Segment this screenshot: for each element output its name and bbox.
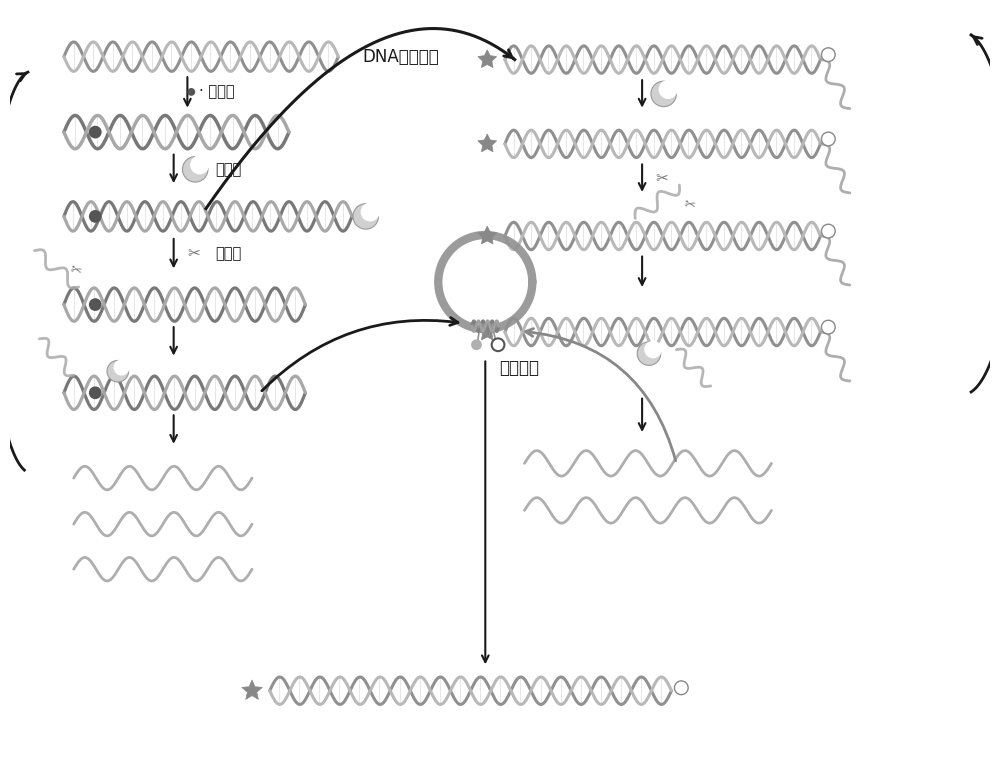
Text: 分子信标: 分子信标 — [500, 360, 540, 377]
Circle shape — [674, 681, 688, 695]
Circle shape — [644, 340, 662, 358]
Circle shape — [821, 48, 835, 61]
Polygon shape — [478, 322, 497, 340]
Text: ✂: ✂ — [187, 246, 200, 261]
Circle shape — [651, 81, 676, 106]
Circle shape — [113, 360, 130, 376]
Circle shape — [821, 224, 835, 238]
Text: ✂: ✂ — [68, 262, 83, 278]
Polygon shape — [478, 134, 497, 151]
Text: · 汞离子: · 汞离子 — [199, 84, 235, 99]
Circle shape — [182, 157, 208, 182]
Circle shape — [89, 210, 102, 223]
Text: DNA识别元件: DNA识别元件 — [363, 47, 440, 66]
Polygon shape — [242, 680, 262, 699]
Circle shape — [89, 386, 102, 399]
Circle shape — [107, 360, 129, 382]
Circle shape — [492, 338, 504, 351]
Circle shape — [821, 321, 835, 334]
Text: ✂: ✂ — [682, 197, 696, 213]
Circle shape — [353, 203, 378, 230]
Circle shape — [89, 298, 102, 311]
Text: ✂: ✂ — [655, 171, 668, 186]
Circle shape — [821, 132, 835, 146]
Circle shape — [187, 88, 195, 96]
Circle shape — [659, 80, 678, 99]
Circle shape — [361, 203, 380, 222]
Circle shape — [471, 340, 482, 350]
Polygon shape — [478, 226, 497, 244]
Circle shape — [190, 155, 209, 174]
Circle shape — [89, 125, 102, 138]
Text: 切口酶: 切口酶 — [215, 246, 241, 261]
Text: 聚合酶: 聚合酶 — [215, 162, 241, 177]
Polygon shape — [478, 50, 497, 67]
Circle shape — [637, 342, 661, 366]
